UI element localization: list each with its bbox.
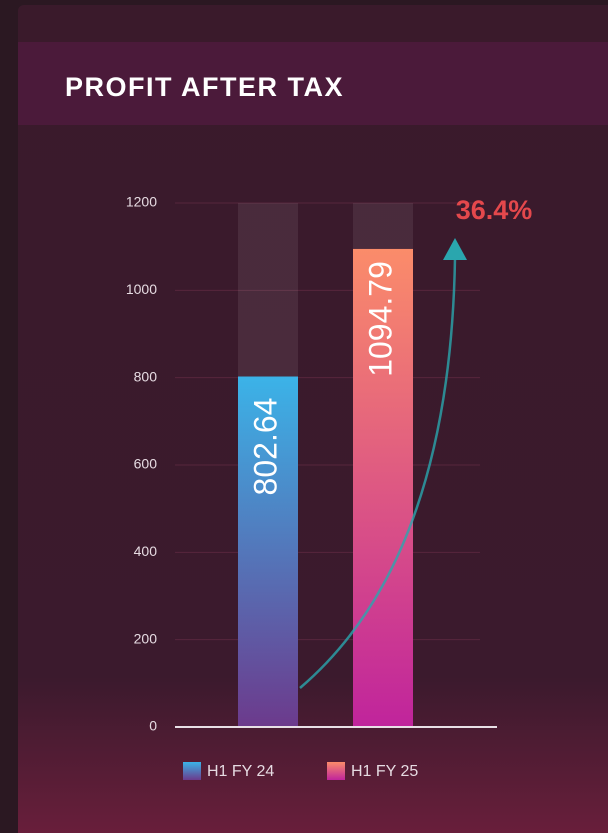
legend-swatch	[183, 762, 201, 780]
bar	[353, 248, 413, 727]
chart-title: PROFIT AFTER TAX	[65, 72, 344, 102]
y-tick-label: 1000	[126, 281, 157, 297]
card	[18, 5, 608, 833]
y-tick-label: 400	[134, 543, 158, 559]
y-tick-label: 800	[134, 368, 158, 384]
y-tick-label: 1200	[126, 194, 157, 210]
legend-swatch	[327, 762, 345, 780]
annotation: 36.4%	[456, 195, 533, 225]
legend-label: H1 FY 24	[207, 763, 274, 780]
arrow-head	[443, 238, 467, 260]
growth-arrow	[299, 257, 457, 689]
data-label: 802.64	[247, 398, 283, 496]
y-tick-label: 0	[149, 718, 157, 734]
legend-label: H1 FY 25	[351, 763, 418, 780]
header-band	[18, 42, 608, 125]
bar	[238, 376, 298, 727]
data-label: 1094.79	[362, 261, 398, 377]
y-tick-label: 600	[134, 456, 158, 472]
y-tick-label: 200	[134, 630, 158, 646]
